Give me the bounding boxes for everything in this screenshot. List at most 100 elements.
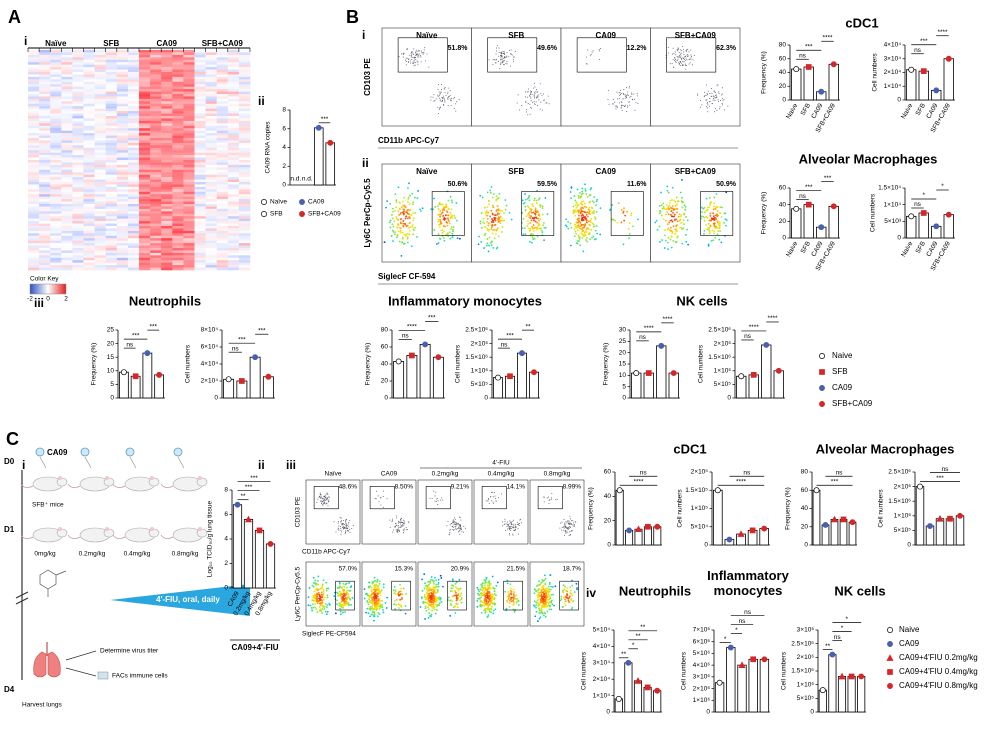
heatmap-cell — [83, 133, 95, 136]
heatmap-cell — [172, 267, 184, 271]
heatmap-cell — [127, 208, 140, 212]
heatmap-cell — [238, 182, 251, 185]
marker — [315, 124, 322, 131]
flow-dot — [566, 530, 568, 532]
flow-dot — [716, 213, 718, 216]
flow-dot — [374, 590, 377, 592]
flow-dot — [496, 213, 499, 216]
y-tick-label: 20 — [381, 378, 389, 385]
flow-dot — [340, 593, 343, 596]
flow-dot — [479, 194, 482, 197]
heatmap-cell — [50, 230, 62, 234]
flow-dot — [683, 223, 685, 226]
heatmap-cell — [150, 265, 162, 268]
heatmap-cell — [116, 167, 129, 171]
heatmap-cell — [172, 135, 184, 139]
flow-dot — [530, 209, 533, 212]
flow-dot — [447, 208, 450, 210]
flow-dot — [492, 219, 495, 222]
flow-dot — [406, 217, 409, 220]
heatmap-cell — [205, 233, 217, 237]
flow-dot — [403, 524, 405, 526]
heatmap-cell — [94, 191, 106, 195]
heatmap-cell — [116, 206, 129, 210]
heatmap-cell — [61, 67, 73, 70]
heatmap-cell — [116, 106, 129, 109]
heatmap-cell — [238, 76, 251, 80]
marker — [920, 210, 927, 216]
flow-dot — [674, 200, 677, 203]
heatmap-cell — [39, 233, 51, 237]
flow-dot — [495, 59, 497, 61]
flow-dot — [497, 209, 500, 212]
heatmap-cell — [127, 199, 140, 202]
heatmap-cell — [150, 194, 162, 197]
flow-dot — [394, 590, 397, 593]
heatmap-cell — [39, 54, 51, 58]
flow-dot — [441, 209, 444, 211]
heatmap-cell — [105, 191, 118, 195]
flow-dot — [574, 214, 577, 217]
flow-dot — [447, 91, 449, 93]
heatmap-cell — [94, 106, 106, 109]
flow-dot — [624, 94, 626, 96]
flow-dot — [454, 525, 456, 527]
heatmap-cell — [194, 147, 206, 151]
flow-dot — [385, 607, 388, 609]
heatmap-cell — [172, 199, 184, 202]
heatmap-cell — [205, 189, 217, 193]
flow-dot — [324, 497, 326, 499]
flow-dot — [398, 604, 401, 607]
flow-dot — [486, 214, 489, 217]
heatmap-cell — [216, 123, 229, 127]
heatmap-cell — [83, 267, 95, 271]
heatmap-cell — [127, 240, 140, 244]
flow-dot — [586, 227, 589, 229]
heatmap-cell — [205, 179, 217, 183]
heatmap-cell — [28, 84, 40, 87]
heatmap-cell — [61, 140, 73, 144]
heatmap-cell — [61, 86, 73, 90]
heatmap-cell — [183, 150, 195, 153]
heatmap-cell — [105, 204, 118, 207]
flow-dot — [442, 237, 445, 239]
flow-dot — [377, 611, 380, 614]
flow-dot — [624, 97, 626, 99]
flow-dot — [451, 236, 454, 239]
flow-dot — [678, 52, 680, 54]
flow-dot — [685, 233, 687, 236]
heatmap-cell — [172, 76, 184, 80]
flow-dot — [457, 593, 460, 595]
timeline-break — [15, 591, 29, 605]
flow-dot — [714, 92, 716, 94]
heatmap-cell — [83, 184, 95, 188]
heatmap-cell — [139, 142, 151, 146]
heatmap-cell — [205, 164, 217, 168]
heatmap-cell — [139, 118, 151, 122]
flow-dot — [686, 219, 689, 222]
flow-dot — [655, 219, 658, 222]
heatmap-cell — [116, 228, 129, 232]
heatmap-cell — [161, 223, 173, 227]
flow-dot — [591, 212, 593, 214]
flow-dot — [531, 241, 533, 244]
flow-dot — [628, 232, 631, 235]
heatmap-group: SFB+CA09 — [202, 39, 244, 48]
heatmap-cell — [50, 118, 62, 122]
heatmap-cell — [172, 140, 184, 144]
heatmap-cell — [216, 250, 229, 254]
heatmap-cell — [83, 196, 95, 200]
flow-dot — [438, 84, 440, 86]
flow-dot — [336, 587, 339, 589]
mouse-tail — [160, 534, 174, 539]
heatmap-cell — [50, 211, 62, 215]
flow-dot — [486, 218, 489, 220]
heatmap-cell — [205, 267, 217, 271]
mouse-ear — [150, 476, 154, 480]
heatmap-cell — [172, 120, 184, 124]
heatmap-cell — [139, 164, 151, 168]
flow-dot — [565, 532, 567, 534]
heatmap-cell — [161, 108, 173, 112]
flow-dot — [592, 223, 595, 226]
heatmap-cell — [161, 50, 173, 53]
